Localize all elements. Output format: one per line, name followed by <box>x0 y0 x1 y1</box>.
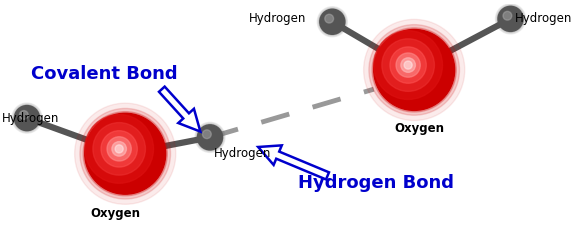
Circle shape <box>382 39 434 91</box>
Polygon shape <box>258 145 329 180</box>
Text: Hydrogen: Hydrogen <box>514 12 571 25</box>
Circle shape <box>320 9 345 34</box>
Text: Hydrogen: Hydrogen <box>2 112 59 125</box>
Circle shape <box>107 137 131 161</box>
Circle shape <box>503 11 512 20</box>
Circle shape <box>112 142 126 156</box>
Text: Hydrogen: Hydrogen <box>249 12 306 25</box>
Text: Hydrogen: Hydrogen <box>214 147 271 160</box>
Circle shape <box>319 8 346 35</box>
Circle shape <box>197 125 222 150</box>
Circle shape <box>12 103 42 133</box>
Circle shape <box>14 106 39 131</box>
Circle shape <box>195 122 225 152</box>
Circle shape <box>372 28 456 112</box>
Circle shape <box>404 61 412 69</box>
Circle shape <box>85 113 166 194</box>
Circle shape <box>20 111 28 119</box>
Circle shape <box>325 14 334 23</box>
Circle shape <box>13 105 41 132</box>
Circle shape <box>85 114 153 183</box>
Circle shape <box>83 112 167 196</box>
Circle shape <box>80 108 171 199</box>
Text: Hydrogen Bond: Hydrogen Bond <box>298 174 454 192</box>
Circle shape <box>401 58 415 72</box>
Circle shape <box>497 5 524 32</box>
Circle shape <box>373 29 455 110</box>
Circle shape <box>373 31 442 100</box>
Text: Oxygen: Oxygen <box>90 207 141 220</box>
Text: Covalent Bond: Covalent Bond <box>31 65 177 83</box>
Circle shape <box>101 131 137 167</box>
Text: Oxygen: Oxygen <box>394 122 444 135</box>
Polygon shape <box>159 87 200 132</box>
Circle shape <box>75 103 176 204</box>
Circle shape <box>364 19 465 120</box>
Circle shape <box>93 123 145 175</box>
Circle shape <box>196 124 223 151</box>
Circle shape <box>203 130 211 139</box>
Circle shape <box>496 4 526 34</box>
Circle shape <box>390 47 426 83</box>
Circle shape <box>317 7 347 37</box>
Circle shape <box>498 6 523 31</box>
Circle shape <box>369 25 460 115</box>
Circle shape <box>115 145 123 153</box>
Circle shape <box>396 53 420 77</box>
